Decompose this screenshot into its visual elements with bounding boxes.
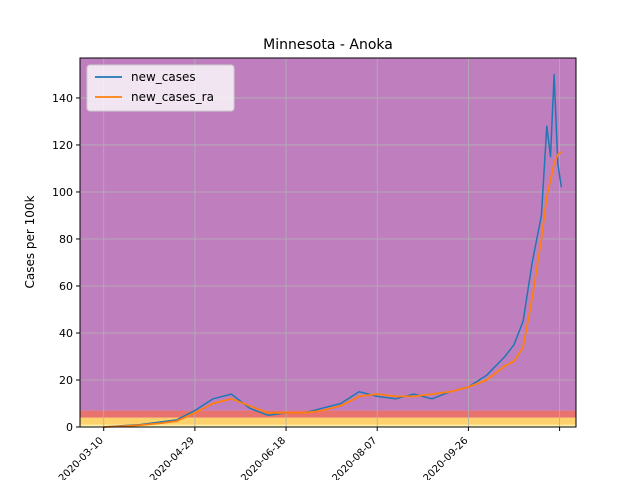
- y-tick-label: 60: [59, 280, 73, 293]
- risk-band-0: [80, 424, 576, 427]
- chart-title: Minnesota - Anoka: [263, 37, 393, 53]
- x-tick-label: 2020-03-10: [57, 435, 106, 480]
- series-line-new_cases_ra: [103, 151, 562, 428]
- plot-frame: [79, 57, 577, 428]
- y-tick-label: 40: [59, 327, 73, 340]
- risk-band-1: [80, 417, 576, 425]
- series-line-new_cases: [103, 73, 563, 428]
- series-lines: [103, 73, 563, 428]
- x-tick-label: 2020-09-26: [422, 435, 471, 480]
- legend: new_cases new_cases_ra: [86, 64, 235, 112]
- y-tick-label: 80: [59, 233, 73, 246]
- x-axis: 2020-03-10 2020-04-29 2020-06-18 2020-08-07…: [57, 427, 561, 480]
- y-tick-label: 0: [66, 421, 73, 434]
- y-tick-label: 100: [52, 186, 73, 199]
- x-tick-label: 2020-08-07: [330, 435, 379, 480]
- y-axis-label: Cases per 100k: [23, 195, 37, 288]
- risk-bands: [80, 58, 576, 427]
- risk-band-3: [80, 58, 576, 411]
- y-tick-label: 120: [52, 139, 73, 152]
- legend-label: new_cases: [131, 70, 196, 84]
- y-tick-label: 140: [52, 92, 73, 105]
- x-tick-label: 2020-06-18: [239, 435, 288, 480]
- legend-box: [86, 64, 235, 112]
- risk-band-2: [80, 410, 576, 418]
- x-tick-label: 2020-04-29: [148, 435, 197, 480]
- y-tick-label: 20: [59, 374, 73, 387]
- legend-label: new_cases_ra: [131, 90, 214, 104]
- y-axis: 0 20 40 60 80 100 120 140: [52, 92, 80, 434]
